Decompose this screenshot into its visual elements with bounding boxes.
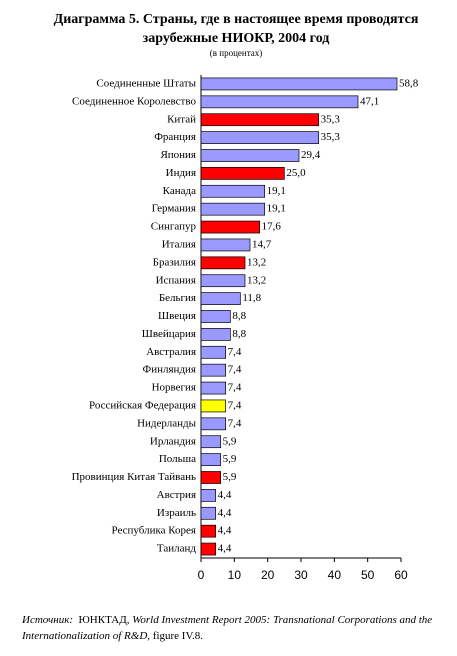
value-label: 4,4 xyxy=(218,525,232,537)
x-tick-label: 40 xyxy=(328,568,342,582)
value-label: 35,3 xyxy=(321,131,341,143)
value-label: 47,1 xyxy=(360,95,379,107)
bar xyxy=(200,167,285,180)
source-note: Источник: ЮНКТАД, World Investment Repor… xyxy=(22,612,452,644)
chart-title: зарубежные НИОКР, 2004 год xyxy=(143,31,330,46)
bar xyxy=(200,363,227,377)
value-label: 11,8 xyxy=(242,292,261,304)
bar xyxy=(200,381,227,395)
bar xyxy=(200,149,300,162)
y-tick-label: Провинция Китая Тайвань xyxy=(72,471,196,483)
y-tick-label: Соединенные Штаты xyxy=(96,77,196,89)
y-tick-label: Израиль xyxy=(157,507,196,519)
value-label: 19,1 xyxy=(267,185,286,197)
value-label: 8,8 xyxy=(232,310,246,322)
y-tick-label: Австрия xyxy=(157,489,196,501)
value-label: 7,4 xyxy=(228,346,242,358)
y-tick-label: Бельгия xyxy=(159,292,196,304)
chart-title: Диаграмма 5. Страны, где в настоящее вре… xyxy=(54,12,419,27)
bar xyxy=(200,131,320,144)
value-label: 5,9 xyxy=(223,453,237,465)
value-label: 35,3 xyxy=(321,113,341,125)
value-label: 14,7 xyxy=(252,238,272,250)
y-tick-label: Республика Корея xyxy=(112,525,197,537)
chart: Диаграмма 5. Страны, где в настоящее вре… xyxy=(54,12,419,582)
value-label: 7,4 xyxy=(228,382,242,394)
bar xyxy=(200,220,261,234)
bar xyxy=(200,489,217,502)
y-tick-label: Соединенное Королевство xyxy=(72,95,196,107)
bar xyxy=(200,524,217,538)
value-label: 7,4 xyxy=(228,399,242,411)
bar xyxy=(200,113,320,127)
y-tick-label: Испания xyxy=(156,274,196,286)
y-tick-label: Нидерланды xyxy=(137,417,197,429)
value-label: 17,6 xyxy=(262,221,282,233)
value-label: 5,9 xyxy=(223,435,237,447)
value-label: 4,4 xyxy=(218,507,232,519)
value-label: 58,8 xyxy=(399,77,419,89)
x-tick-label: 10 xyxy=(228,568,242,582)
bar xyxy=(200,328,231,341)
bar xyxy=(200,542,217,556)
value-label: 7,4 xyxy=(228,364,242,376)
y-tick-label: Российская Федерация xyxy=(89,399,196,411)
y-tick-label: Австралия xyxy=(146,346,196,358)
value-label: 7,4 xyxy=(228,417,242,429)
bar xyxy=(200,77,398,91)
bar xyxy=(200,506,217,520)
y-tick-label: Таиланд xyxy=(157,543,196,555)
y-tick-label: Япония xyxy=(160,149,196,161)
source-label: Источник: xyxy=(22,614,73,626)
bar xyxy=(200,345,227,359)
y-tick-label: Польша xyxy=(159,453,196,465)
bar xyxy=(200,256,246,270)
y-tick-label: Бразилия xyxy=(153,256,196,268)
chart-subtitle: (в процентах) xyxy=(210,48,262,58)
y-tick-label: Индия xyxy=(166,167,196,179)
x-tick-label: 30 xyxy=(294,568,308,582)
value-label: 4,4 xyxy=(218,489,232,501)
x-tick-label: 60 xyxy=(394,568,408,582)
x-tick-label: 0 xyxy=(198,568,205,582)
value-label: 4,4 xyxy=(218,543,232,555)
bar xyxy=(200,184,266,198)
value-label: 13,2 xyxy=(247,274,266,286)
y-tick-label: Германия xyxy=(152,203,196,215)
bar xyxy=(200,95,359,109)
x-tick-label: 20 xyxy=(261,568,275,582)
bar xyxy=(200,471,222,484)
bar xyxy=(200,417,227,431)
y-tick-label: Канада xyxy=(163,185,196,197)
y-tick-label: Китай xyxy=(167,113,196,125)
bar xyxy=(200,453,222,466)
bar xyxy=(200,202,266,216)
value-label: 8,8 xyxy=(232,328,246,340)
bar xyxy=(200,274,246,288)
value-label: 29,4 xyxy=(301,149,321,161)
source-work: World Investment Report 2005: Transnatio… xyxy=(22,614,433,642)
bar xyxy=(200,435,222,449)
y-tick-label: Сингапур xyxy=(151,221,197,233)
source-reference: , figure IV.8. xyxy=(147,630,203,642)
value-label: 5,9 xyxy=(223,471,237,483)
bar xyxy=(200,238,251,252)
source-publisher: ЮНКТАД, xyxy=(78,614,130,626)
y-tick-label: Швеция xyxy=(158,310,196,322)
bar xyxy=(200,292,241,305)
x-tick-label: 50 xyxy=(361,568,375,582)
y-tick-label: Франция xyxy=(154,131,196,143)
y-tick-label: Италия xyxy=(162,238,196,250)
value-label: 25,0 xyxy=(286,167,306,179)
bar xyxy=(200,310,231,323)
bar xyxy=(200,399,227,413)
y-tick-label: Норвегия xyxy=(152,382,196,394)
y-tick-label: Швейцария xyxy=(142,328,196,340)
y-tick-label: Ирландия xyxy=(150,435,196,447)
value-label: 13,2 xyxy=(247,256,266,268)
value-label: 19,1 xyxy=(267,203,286,215)
y-tick-label: Финляндия xyxy=(143,364,196,376)
